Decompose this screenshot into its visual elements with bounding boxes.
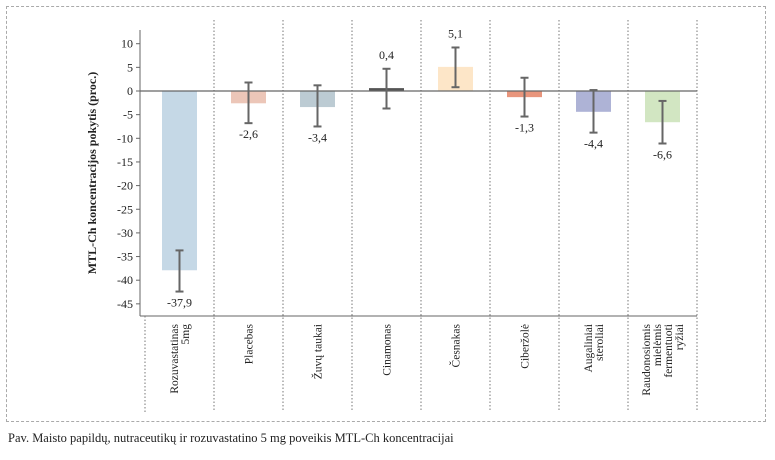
data-label: 5,1 xyxy=(448,26,463,40)
data-label: -1,3 xyxy=(515,121,534,135)
category-label: Rozuvastatinas xyxy=(169,323,181,393)
category-label: mielėmis xyxy=(652,323,664,366)
data-label: -2,6 xyxy=(239,127,258,141)
y-tick-label: -45 xyxy=(117,297,133,311)
category-label: Placebas xyxy=(244,323,256,364)
bar-chart: 10 5 0 -5 -10 -15 -20 -25 -30 -35 -40 -45 MTL-Ch kon… xyxy=(85,20,698,412)
y-tick-label: -40 xyxy=(117,273,133,287)
category-label: steroliai xyxy=(594,324,606,361)
y-tick-label: -20 xyxy=(117,179,133,193)
y-tick-label: -35 xyxy=(117,250,133,264)
category-label: Žuvų taukai xyxy=(311,324,325,379)
y-tick-label: -5 xyxy=(123,108,133,122)
data-label: -3,4 xyxy=(308,130,327,144)
category-label: ryžiai xyxy=(674,324,686,350)
y-tick-label: -10 xyxy=(117,131,133,145)
y-tick-label: -25 xyxy=(117,202,133,216)
figure-caption: Pav. Maisto papildų, nutraceutikų ir roz… xyxy=(8,431,454,445)
category-label: fermentuoti xyxy=(663,324,675,378)
category-label: Cinamonas xyxy=(382,323,394,375)
y-axis-label: MTL-Ch koncentracijos pokytis (proc.) xyxy=(85,72,99,274)
data-label: 0,4 xyxy=(379,48,394,62)
category-label: Ciberžolė xyxy=(520,324,532,369)
category-label: Česnakas xyxy=(449,323,463,367)
y-tick-label: 5 xyxy=(127,60,133,74)
category-label: 5mg xyxy=(180,324,192,345)
y-tick-label: -30 xyxy=(117,226,133,240)
figure-frame xyxy=(6,6,766,422)
y-tick-label: 10 xyxy=(121,37,133,51)
category-label: Raudonosiomis xyxy=(641,323,653,395)
y-tick-label: 0 xyxy=(127,84,133,98)
bar xyxy=(162,91,197,271)
category-label: Augaliniai xyxy=(583,324,595,373)
data-label: -4,4 xyxy=(584,137,603,151)
data-label: -37,9 xyxy=(167,296,192,310)
data-label: -6,6 xyxy=(653,148,672,162)
y-tick-label: -15 xyxy=(117,155,133,169)
